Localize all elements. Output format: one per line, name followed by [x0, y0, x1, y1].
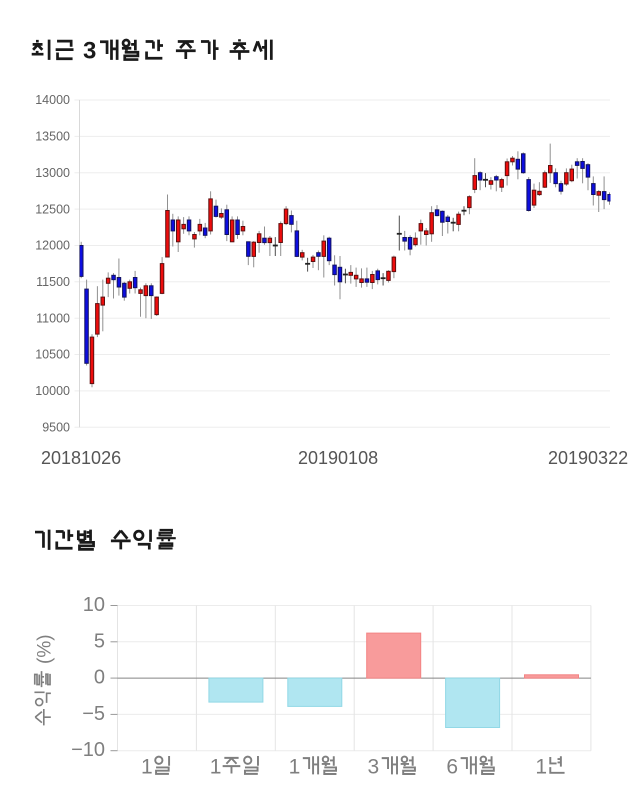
svg-text:13000: 13000 — [35, 166, 70, 180]
svg-text:6: 6 — [446, 756, 458, 779]
svg-text:1: 1 — [210, 756, 222, 779]
svg-text:13500: 13500 — [35, 130, 70, 144]
svg-text:−10: −10 — [71, 739, 105, 761]
svg-text:−5: −5 — [82, 703, 105, 725]
svg-text:11500: 11500 — [36, 275, 70, 289]
svg-text:20181026: 20181026 — [41, 448, 121, 468]
svg-text:12000: 12000 — [35, 239, 70, 253]
svg-text:11000: 11000 — [36, 311, 70, 325]
svg-text:(%): (%) — [35, 634, 56, 664]
svg-text:0: 0 — [94, 667, 105, 689]
svg-text:3: 3 — [368, 756, 380, 779]
svg-text:20190322: 20190322 — [548, 448, 628, 468]
svg-text:1: 1 — [289, 756, 301, 779]
svg-text:10: 10 — [83, 594, 105, 616]
svg-text:10500: 10500 — [35, 348, 70, 362]
svg-text:3: 3 — [83, 38, 96, 65]
svg-text:1: 1 — [535, 756, 547, 779]
svg-text:9500: 9500 — [42, 421, 70, 435]
svg-text:14000: 14000 — [35, 93, 70, 107]
svg-text:1: 1 — [141, 756, 153, 779]
svg-text:20190108: 20190108 — [298, 448, 378, 468]
svg-text:12500: 12500 — [35, 202, 70, 216]
svg-text:5: 5 — [94, 630, 105, 652]
svg-text:10000: 10000 — [35, 384, 70, 398]
